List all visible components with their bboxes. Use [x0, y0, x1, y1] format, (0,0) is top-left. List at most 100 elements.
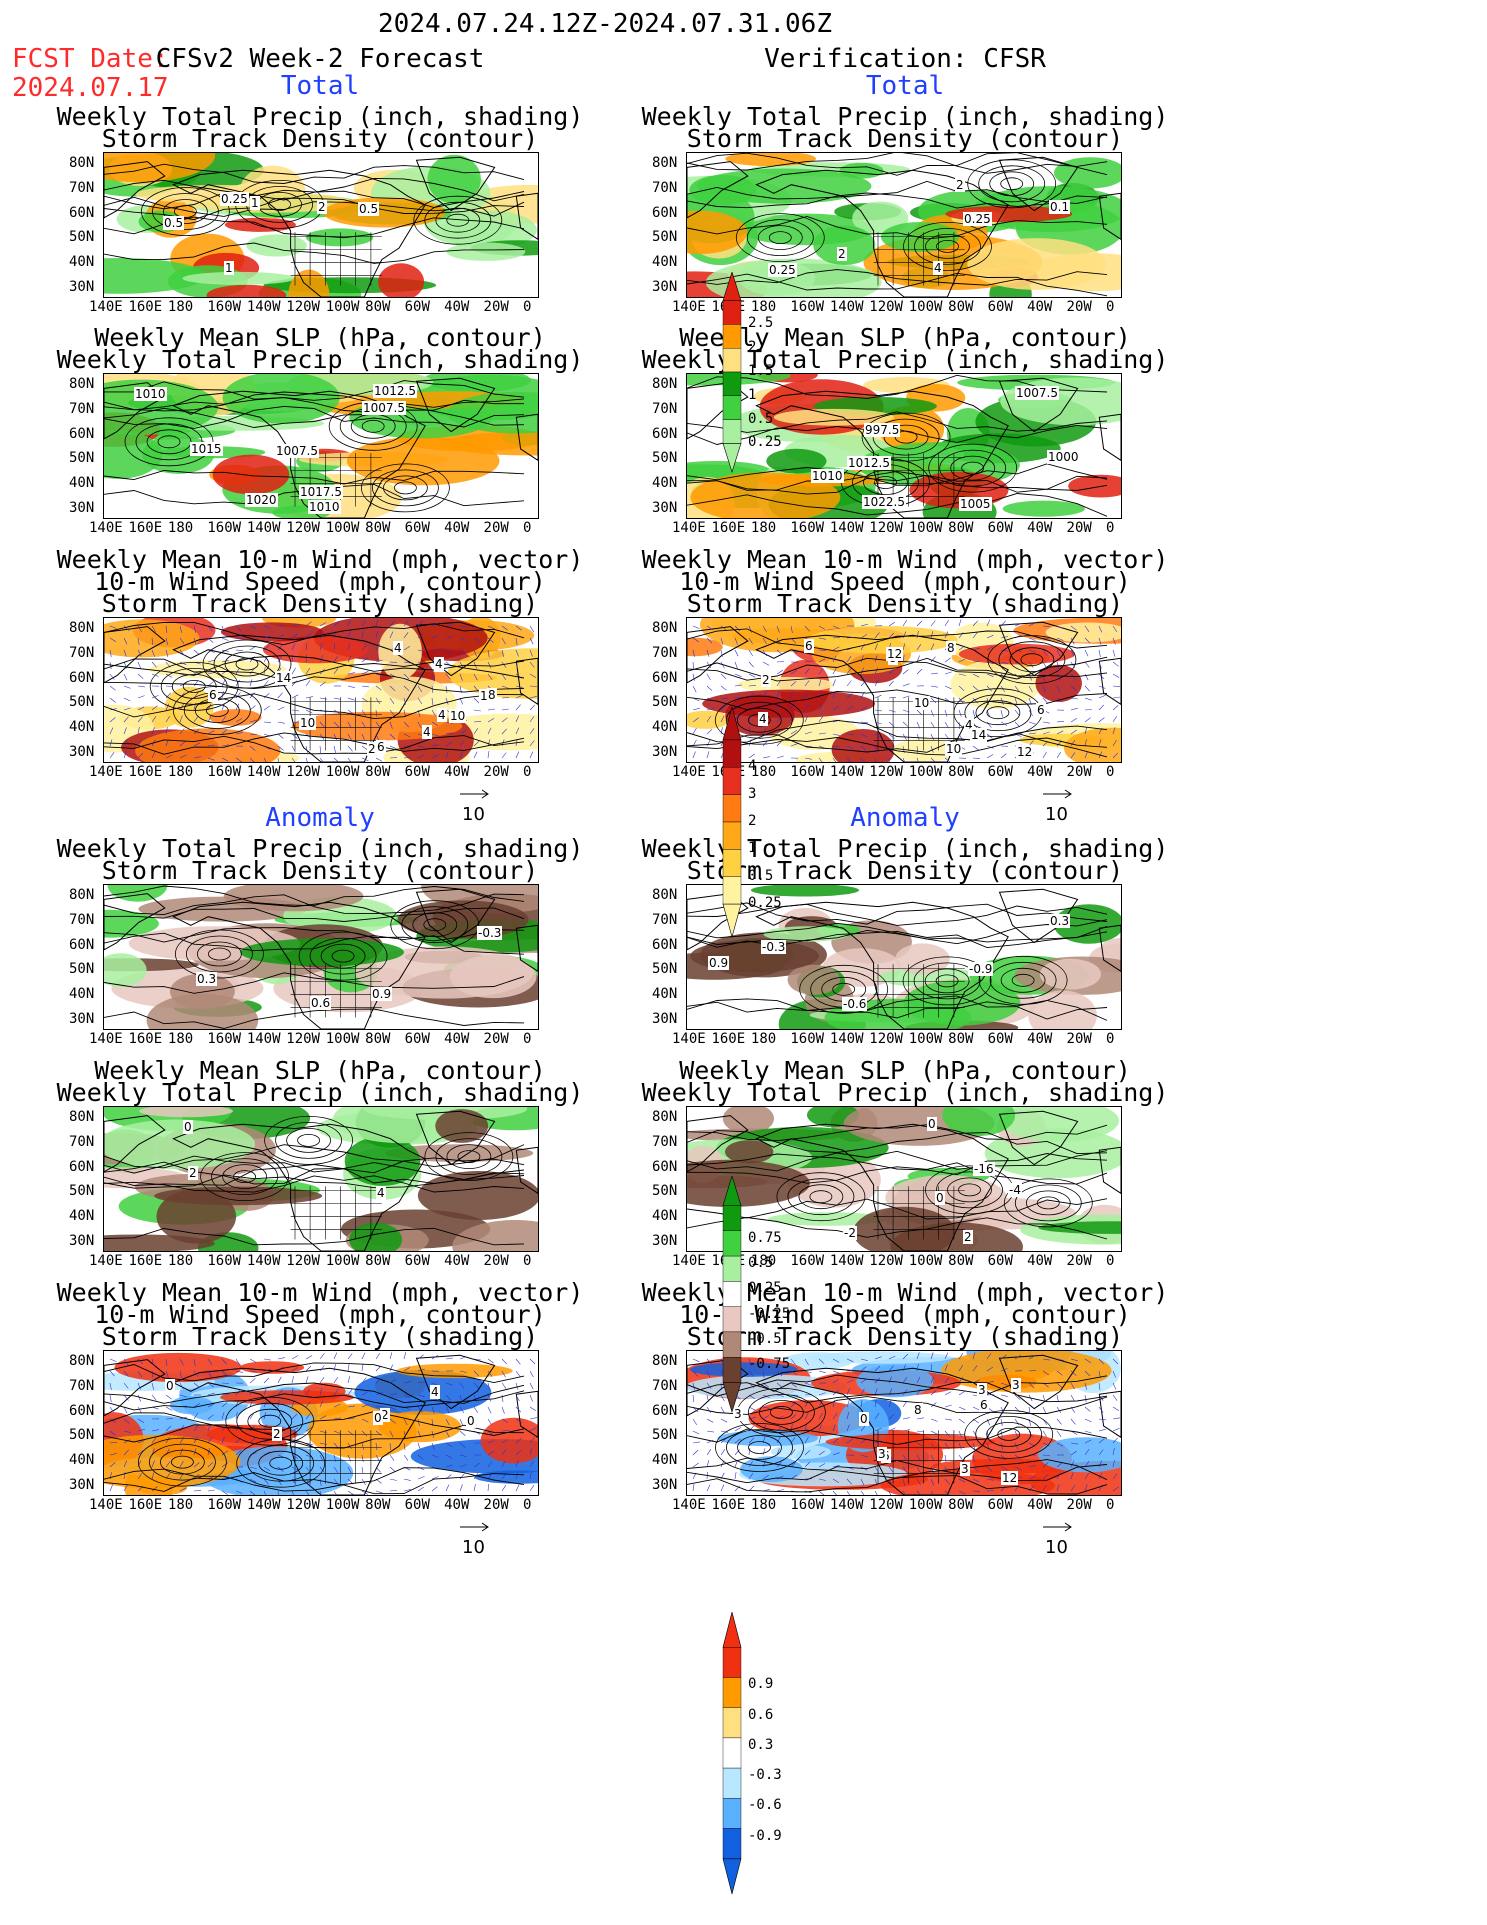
lon-tick-label: 40W: [444, 520, 470, 536]
contour-line: [401, 906, 469, 944]
contour-label: 0: [373, 1411, 383, 1425]
wind-vector: [151, 637, 154, 646]
wind-vector: [347, 745, 353, 752]
wind-vector: [860, 1490, 865, 1495]
wind-vector: [277, 1357, 285, 1360]
lon-tick-label: 60W: [987, 520, 1013, 536]
wind-vector: [1098, 661, 1102, 669]
lon-tick-label: 160E: [128, 299, 163, 315]
lon-tick-label: 140E: [672, 299, 706, 315]
contour-label: 1010: [308, 500, 341, 514]
wind-vector: [529, 637, 534, 645]
lon-tick-label: 60W: [404, 764, 430, 780]
wind-vector: [874, 643, 878, 651]
wind-vector: [403, 685, 410, 692]
contour-label: 6: [804, 639, 814, 653]
wind-vector: [263, 1388, 267, 1396]
wind-vector: [445, 1442, 453, 1448]
contour-line: [412, 912, 458, 938]
wind-vector: [305, 1355, 313, 1360]
shading-region: [354, 1369, 492, 1415]
lat-tick-label: 40N: [69, 475, 95, 492]
wind-vector: [1000, 1394, 1008, 1397]
wind-vector: [958, 1478, 966, 1483]
lat-tick-label: 50N: [652, 961, 678, 978]
wind-vector: [1042, 625, 1051, 628]
lon-tick-label: 140W: [829, 1253, 864, 1269]
wind-vector: [501, 649, 504, 657]
contour-line: [925, 234, 970, 259]
wind-vector: [1042, 721, 1050, 724]
wind-vector: [305, 1388, 310, 1396]
colorbar-swatch: [722, 1306, 742, 1333]
lat-tick-label: 50N: [69, 694, 95, 711]
contour-line: [211, 1158, 279, 1195]
lon-tick-label: 160E: [128, 1497, 163, 1513]
wind-vector: [1070, 717, 1078, 723]
contour-label: 8: [946, 641, 956, 655]
wind-vector: [762, 1474, 769, 1480]
wind-vector: [249, 1370, 257, 1373]
wind-vector: [165, 1394, 172, 1400]
wind-vector: [902, 669, 909, 675]
lat-tick-label: 30N: [652, 1233, 678, 1249]
contour-label: 0.9: [371, 987, 393, 1001]
wind-vector: [305, 654, 307, 663]
wind-vector: [193, 1425, 199, 1432]
reference-vector: 10: [1041, 785, 1075, 825]
wind-vector: [501, 1370, 506, 1378]
wind-vector: [692, 685, 697, 693]
wind-vector: [137, 1429, 145, 1432]
contour-label: 0.25: [768, 263, 797, 277]
lon-tick-label: 60W: [987, 299, 1013, 315]
contour-line: [735, 213, 825, 262]
wind-vector: [748, 1358, 752, 1366]
anom-wind-storm-right-title-line: Storm Track Density (shading): [686, 1322, 1124, 1351]
wind-vector: [860, 680, 866, 687]
wind-vector: [109, 1441, 118, 1444]
wind-vector: [902, 1364, 906, 1372]
contour-line: [687, 1475, 1108, 1495]
wind-vector: [1028, 1370, 1037, 1372]
shading-region: [879, 405, 945, 453]
contour-line: [1011, 973, 1035, 987]
wind-vector: [515, 1394, 520, 1402]
wind-vector: [846, 757, 851, 762]
contour-line: [124, 417, 214, 467]
coastline: [755, 901, 1009, 1029]
lat-tick-label: 30N: [652, 1011, 678, 1027]
coastline: [172, 169, 426, 297]
lon-tick-label: 20W: [483, 299, 509, 315]
wind-vector: [762, 703, 765, 711]
wind-storm-left-title-line: 10-m Wind Speed (mph, contour): [94, 567, 546, 596]
map-canvas: [687, 1107, 1121, 1251]
lon-tick-label: 80W: [948, 1031, 974, 1047]
wind-vector: [137, 1450, 144, 1456]
contour-line: [361, 419, 385, 433]
wind-vector: [151, 1358, 155, 1366]
contour-line: [104, 621, 525, 646]
wind-vector: [986, 745, 994, 749]
lon-tick-label: 60W: [404, 1497, 430, 1513]
wind-vector: [501, 637, 506, 645]
wind-vector: [720, 1418, 728, 1423]
wind-vector: [109, 1394, 112, 1402]
wind-vector: [389, 1379, 397, 1384]
wind-vector: [986, 685, 992, 692]
shading-region: [446, 242, 526, 261]
lon-tick-label: 20W: [1066, 1497, 1092, 1513]
lon-tick-label: 120W: [869, 520, 903, 536]
coastline: [515, 192, 538, 240]
wind-vector: [1098, 1484, 1103, 1492]
shading-region: [291, 711, 463, 741]
wind-vector: [137, 685, 145, 688]
wind-vector: [151, 727, 155, 735]
wind-vector: [790, 1358, 796, 1365]
wind-vector: [473, 1484, 476, 1492]
wind-vector: [529, 649, 533, 657]
wind-vector: [221, 1436, 225, 1444]
wind-vector: [305, 632, 312, 639]
wind-vector: [902, 1417, 910, 1420]
lat-tick-label: 80N: [652, 1353, 678, 1369]
wind-vector: [902, 1429, 910, 1432]
